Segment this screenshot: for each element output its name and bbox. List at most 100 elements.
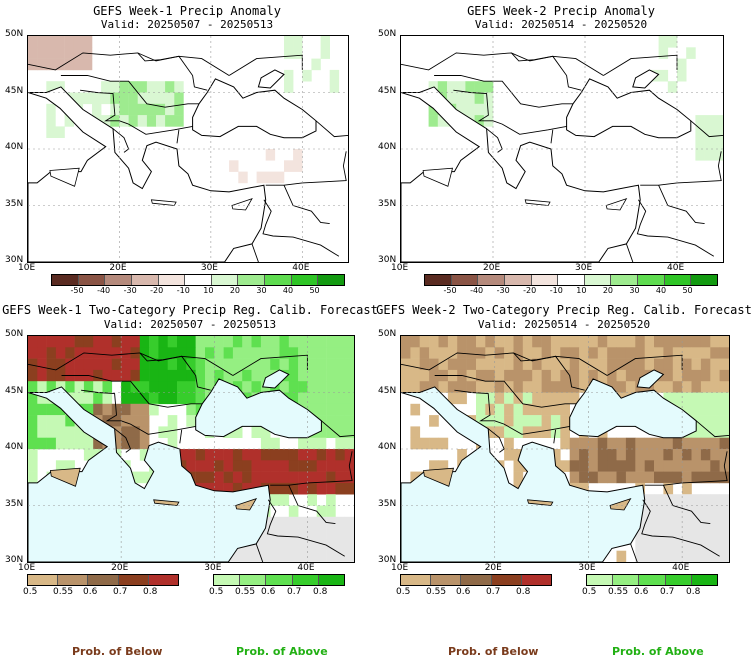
grid-cell bbox=[700, 415, 711, 427]
grid-cell bbox=[447, 92, 457, 105]
grid-cell bbox=[156, 92, 166, 105]
colorbar-tick-label: 0.7 bbox=[287, 587, 302, 597]
grid-cell bbox=[167, 358, 178, 371]
grid-cell bbox=[251, 358, 262, 371]
grid-cell bbox=[177, 358, 187, 371]
grid-cell bbox=[307, 550, 317, 562]
grid-cell bbox=[37, 47, 47, 59]
grid-cell bbox=[74, 336, 85, 348]
grid-cell bbox=[149, 358, 159, 371]
grid-cell bbox=[37, 381, 47, 393]
grid-cell bbox=[260, 336, 271, 348]
grid-cell bbox=[569, 369, 580, 382]
grid-cell bbox=[541, 381, 552, 393]
grid-cell bbox=[429, 460, 439, 472]
grid-cell bbox=[288, 381, 299, 393]
grid-cell bbox=[658, 69, 669, 82]
grid-cell bbox=[119, 92, 129, 105]
grid-cell bbox=[522, 403, 533, 416]
border-line bbox=[511, 52, 582, 91]
colorbar-swatch bbox=[158, 275, 186, 285]
grid-cell bbox=[229, 160, 239, 172]
grid-cell bbox=[28, 47, 38, 59]
grid-cell bbox=[102, 358, 113, 371]
grid-cell bbox=[37, 36, 47, 48]
grid-cell bbox=[682, 505, 692, 518]
grid-cell bbox=[270, 347, 280, 359]
grid-cell bbox=[270, 449, 280, 461]
grid-cell bbox=[28, 358, 38, 371]
sea-polygon bbox=[636, 369, 665, 389]
grid-cell bbox=[139, 437, 150, 450]
grid-cell bbox=[83, 336, 94, 348]
grid-cell bbox=[700, 460, 711, 472]
grid-cell bbox=[316, 516, 327, 529]
grid-cell bbox=[65, 347, 75, 359]
grid-cell bbox=[569, 449, 580, 461]
grid-cell bbox=[635, 369, 645, 382]
grid-cell bbox=[658, 47, 669, 59]
sea-polygon bbox=[401, 86, 641, 262]
grid-cell bbox=[205, 347, 215, 359]
grid-cell bbox=[130, 437, 141, 450]
grid-cell bbox=[704, 115, 715, 127]
grid-cell bbox=[260, 528, 271, 540]
grid-cell bbox=[663, 482, 674, 495]
grid-cell bbox=[186, 358, 196, 371]
colorbar-swatch bbox=[478, 275, 505, 285]
grid-cell bbox=[704, 149, 715, 161]
lat-tick-label: 50N bbox=[5, 29, 24, 39]
grid-cell bbox=[569, 358, 580, 371]
grid-cell bbox=[695, 115, 705, 127]
grid-cell bbox=[28, 381, 38, 393]
colorbar-swatch bbox=[691, 275, 718, 285]
colorbar-swatch bbox=[504, 275, 532, 285]
grid-cell bbox=[83, 403, 94, 416]
lat-tick-label: 40N bbox=[5, 442, 24, 452]
grid-cell bbox=[700, 471, 711, 484]
grid-cell bbox=[37, 369, 47, 382]
grid-cell bbox=[139, 381, 150, 393]
lat-tick-label: 30N bbox=[5, 255, 24, 265]
grid-cell bbox=[73, 92, 84, 105]
grid-cell bbox=[504, 403, 514, 416]
grid-cell bbox=[466, 347, 477, 359]
grid-cell bbox=[177, 369, 187, 382]
grid-cell bbox=[682, 369, 692, 382]
grid-cell bbox=[288, 550, 299, 562]
grid-cell bbox=[316, 403, 327, 416]
border-line bbox=[434, 75, 573, 108]
grid-cell bbox=[616, 381, 627, 393]
grid-cell bbox=[186, 369, 196, 382]
grid-cell bbox=[46, 336, 57, 348]
grid-cell bbox=[476, 369, 486, 382]
island-polygon bbox=[422, 167, 454, 187]
grid-cell bbox=[46, 115, 56, 127]
grid-cell bbox=[644, 505, 655, 518]
grid-cell bbox=[110, 92, 120, 105]
grid-cell bbox=[672, 460, 683, 472]
grid-cell bbox=[494, 403, 505, 416]
grid-cell bbox=[682, 403, 692, 416]
grid-cell bbox=[569, 392, 580, 405]
grid-cell bbox=[560, 415, 570, 427]
grid-cell bbox=[691, 516, 702, 529]
grid-cell bbox=[111, 358, 122, 371]
lon-tick-label: 10E bbox=[391, 563, 409, 573]
grid-cell bbox=[672, 392, 683, 405]
panel-valid-dates: Valid: 20250514 - 20250520 bbox=[477, 318, 651, 331]
grid-cell bbox=[177, 392, 187, 405]
grid-cell bbox=[279, 460, 290, 472]
lon-tick-label: 30E bbox=[204, 563, 222, 573]
anomaly-colorbar bbox=[424, 274, 718, 286]
colorbar-tick-label: 0.8 bbox=[686, 587, 701, 597]
grid-cell bbox=[438, 347, 449, 359]
grid-cell bbox=[597, 369, 608, 382]
grid-cell bbox=[579, 482, 589, 495]
anomaly-colorbar bbox=[51, 274, 345, 286]
grid-cell bbox=[513, 381, 524, 393]
grid-cell bbox=[410, 336, 421, 348]
colorbar-swatch bbox=[240, 575, 267, 585]
border-line bbox=[658, 185, 705, 225]
grid-cell bbox=[260, 471, 271, 484]
